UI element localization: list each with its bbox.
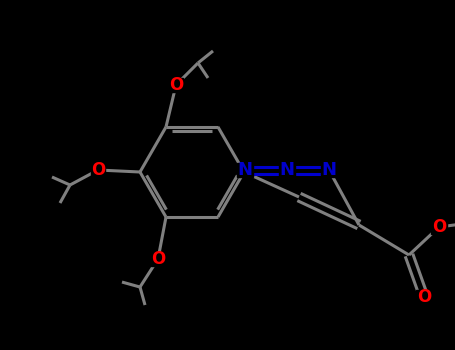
Text: O: O — [91, 161, 105, 179]
Bar — [151, 252, 165, 266]
Bar — [237, 163, 253, 177]
Bar — [279, 163, 295, 177]
Bar — [169, 78, 183, 92]
Text: N: N — [322, 161, 337, 179]
Text: O: O — [417, 288, 431, 306]
Bar — [91, 163, 105, 177]
Text: O: O — [432, 218, 446, 236]
Text: N: N — [238, 161, 253, 179]
Bar — [431, 220, 447, 234]
Text: N: N — [279, 161, 294, 179]
Text: O: O — [169, 76, 183, 94]
Bar — [321, 163, 337, 177]
Text: O: O — [151, 250, 165, 268]
Bar — [416, 290, 432, 304]
